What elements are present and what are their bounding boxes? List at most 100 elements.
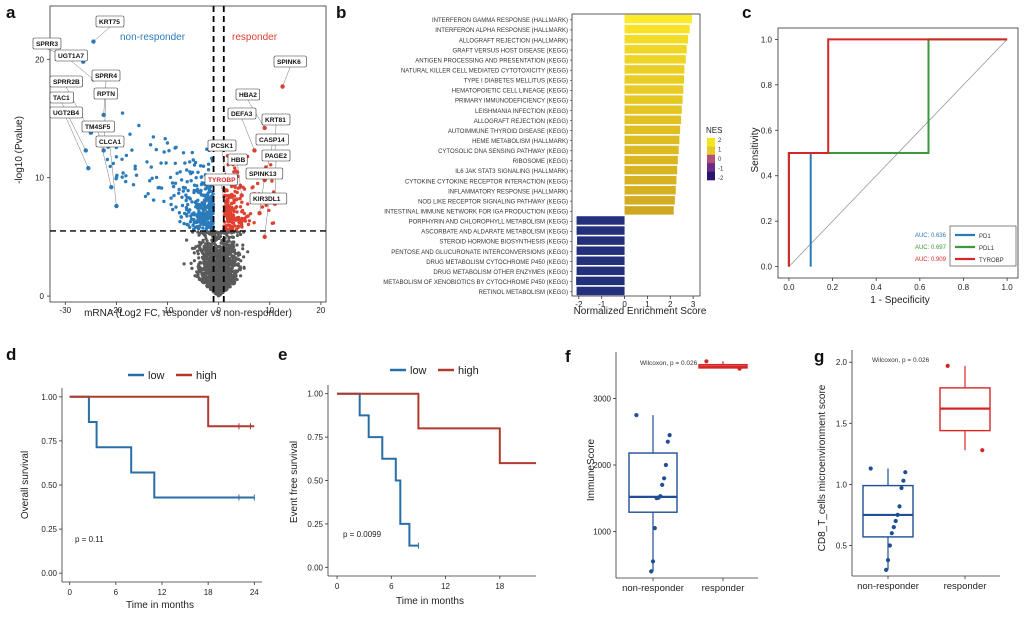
scatter-point-down [209,221,213,225]
gene-label-leader [264,203,269,237]
scatter-point-ns [224,268,228,272]
scatter-point-up [238,196,242,201]
scatter-point-down [192,217,196,222]
scatter-point-up [226,193,231,198]
scatter-point-up [250,186,254,190]
nes-bar [624,206,674,215]
scatter-point-ns [232,281,236,285]
x-tick-label: -20 [111,306,123,315]
scatter-point-down [193,220,197,225]
scatter-point-ns [204,275,208,279]
colorbar-segment [707,163,715,172]
box-point [901,478,906,483]
scatter-point-ns [197,256,201,260]
scatter-point-up [269,163,273,167]
scatter-point-up [227,223,232,227]
scatter-point-ns [234,263,238,267]
scatter-point-down [124,153,129,158]
scatter-point-up [246,222,251,227]
scatter-point-ns [220,241,224,245]
scatter-point-ns [209,251,213,255]
scatter-point-down [151,198,156,202]
scatter-point-ns [214,252,218,256]
scatter-point-down [168,175,173,180]
scatter-point-ns [219,285,223,289]
scatter-point-down [114,177,118,181]
scatter-point-ns [230,254,234,258]
pathway-label: LEISHMANIA INFECTION (KEGG) [475,109,568,115]
auc-label: AUC: 0.636 [915,233,947,239]
scatter-point-ns [216,293,220,297]
x-tick-label: 0 [622,300,627,309]
scatter-point-down [194,176,198,180]
scatter-point-down [181,151,186,155]
roc-legend-label: TYROBP [979,258,1004,264]
scatter-point-up [246,202,250,206]
scatter-point-down [186,202,190,207]
scatter-point-ns [185,238,189,242]
scatter-point-down [148,143,153,147]
scatter-point-ns [198,247,202,252]
x-tick-label: 12 [441,582,450,591]
scatter-point-down [154,175,159,180]
x-tick-label: -1 [598,300,606,309]
gsea-bar-chart: INTERFERON GAMMA RESPONSE (HALLMARK) INTE… [383,13,701,309]
scatter-point-ns [226,250,230,255]
scatter-point-down [205,147,209,151]
scatter-point-down [171,207,175,212]
scatter-point-ns [225,282,229,286]
nes-bar [624,115,682,124]
scatter-point-down [185,180,189,184]
box-point [893,518,898,524]
scatter-point-ns [227,248,231,252]
scatter-point-down [169,202,173,207]
scatter-point-ns [233,251,237,255]
km-curve-low [337,392,419,547]
scatter-point-ns [233,277,237,281]
scatter-point-up [256,181,260,186]
gene-label-spink13: SPINK13 [249,171,277,178]
scatter-point-down [148,179,152,183]
x-tick-label: 1 [645,300,650,309]
nes-bar [576,286,625,296]
scatter-point-ns [227,230,231,234]
scatter-point-down [185,195,189,200]
scatter-point-ns [236,251,240,255]
pathway-label: PORPHYRIN AND CHLOROPHYLL METABOLISM (KE… [409,220,568,226]
scatter-point-ns [236,253,240,257]
scatter-point-down [188,197,192,201]
scatter-point-ns [208,283,212,287]
panel-c: c 0.0 0.2 0.4 0.6 0.8 1.0 0.0 0.2 0.4 0.6 0.8 1.0 AU… [742,3,1019,306]
nes-bar [624,155,678,165]
scatter-point-down [184,198,188,203]
scatter-point-ns [230,235,234,239]
scatter-point-ns [230,243,234,247]
nes-bar [576,276,625,286]
scatter-point-down [197,225,201,229]
panel-b: b INTERFERON GAMMA RESPONSE (HALLMARK)IN… [336,3,724,317]
nes-bar [576,266,625,276]
scatter-point-down [171,184,176,189]
scatter-point-ns [202,259,206,263]
scatter-point-ns [215,255,219,259]
colorbar-tick-label: 2 [718,138,722,144]
scatter-point-ns [205,263,209,267]
scatter-point-down [183,161,187,165]
pathway-label: ALLOGRAFT REJECTION (HALLMARK) [459,38,568,44]
scatter-point-up [225,227,229,232]
scatter-point-ns [202,233,207,237]
pathway-label: DRUG METABOLISM OTHER ENZYMES (KEGG) [433,270,568,276]
gene-label-leader [221,184,227,214]
scatter-point-down [195,184,199,188]
scatter-point-down [187,210,191,214]
y-tick-label: 20 [35,55,44,64]
scatter-point-down [201,226,205,230]
scatter-point-down [208,215,212,219]
scatter-point-ns [182,262,186,266]
scatter-point-up [232,198,236,202]
panel-g: g non-responder responder 0.5 1.0 1.5 2.0 Wilc… [814,347,1000,592]
x-tick-label: -10 [162,306,174,315]
scatter-point-up [271,221,276,225]
pathway-label: RIBOSOME (KEGG) [513,159,568,165]
nes-bar [624,165,678,175]
